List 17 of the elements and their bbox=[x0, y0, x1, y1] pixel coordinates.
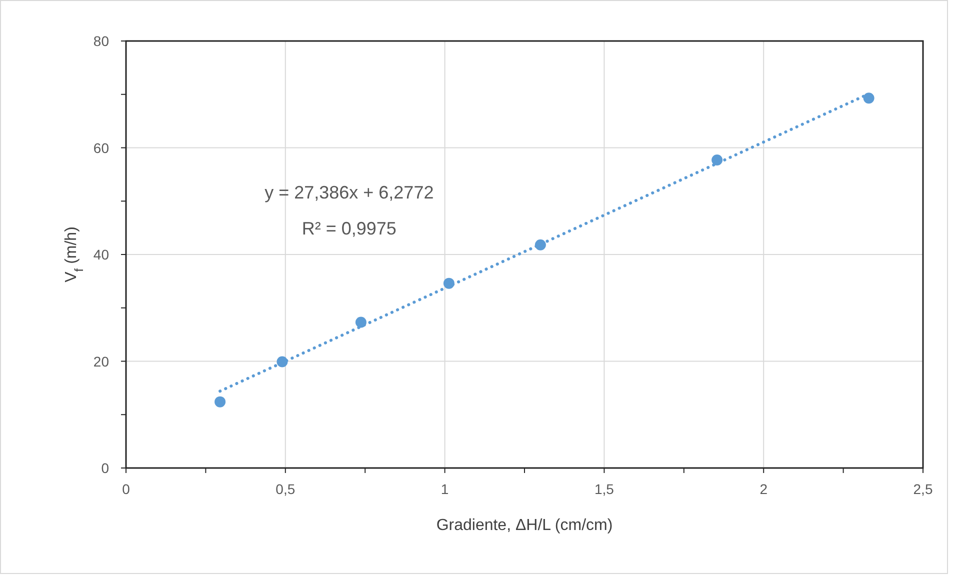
x-tick-label: 1 bbox=[440, 481, 449, 497]
x-tick-label: 0,5 bbox=[276, 481, 296, 497]
x-tick-label: 2 bbox=[760, 481, 768, 497]
x-tick-label: 1,5 bbox=[594, 481, 614, 497]
point bbox=[863, 92, 874, 104]
x-axis-title: Gradiente, ΔH/L (cm/cm) bbox=[436, 517, 613, 534]
x-tick-label: 0 bbox=[122, 481, 130, 497]
x-tick-label: 2,5 bbox=[913, 481, 933, 497]
y-tick-label: 40 bbox=[93, 246, 110, 262]
y-tick-label: 80 bbox=[93, 33, 110, 49]
point bbox=[712, 154, 723, 166]
y-tick-label: 60 bbox=[93, 140, 110, 156]
y-tick-label: 20 bbox=[93, 353, 110, 370]
point bbox=[214, 396, 226, 408]
annotation: y = 27,386x + 6,2772 bbox=[264, 182, 434, 202]
annotation: R² = 0,9975 bbox=[302, 218, 396, 238]
y-tick-label: 0 bbox=[101, 460, 110, 476]
